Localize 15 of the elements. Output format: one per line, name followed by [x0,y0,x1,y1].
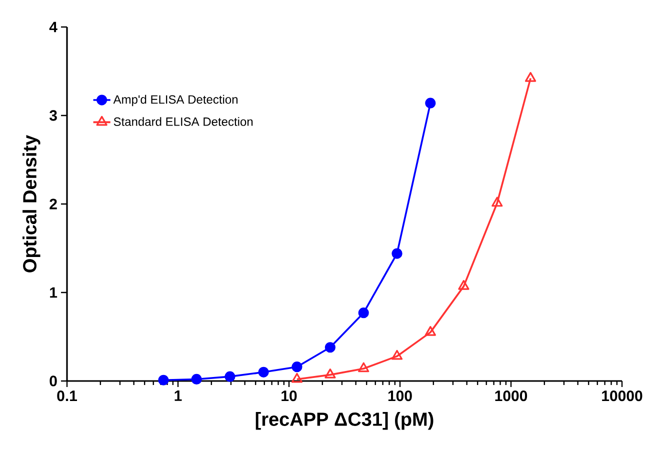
x-tick-label: 100 [388,390,412,402]
x-tick-label: 1000 [495,390,528,402]
y-tick-label: 3 [49,110,57,121]
legend-label: Standard ELISA Detection [114,117,253,126]
y-tick-label: 4 [49,22,58,32]
x-tick-label: 1 [174,390,182,401]
x-tick-label: 0.1 [57,390,78,402]
x-tick-label: 10 [282,390,297,402]
y-tick-label: 1 [50,287,58,298]
x-axis-title: [recAPP ΔC31] (pM) [256,412,434,430]
y-tick-label: 2 [50,198,57,210]
y-tick-label: 0 [50,376,57,386]
x-tick-label: 10000 [602,390,642,402]
legend-label: Amp'd ELISA Detection [113,94,238,106]
y-axis-title: Optical Density [22,134,40,272]
